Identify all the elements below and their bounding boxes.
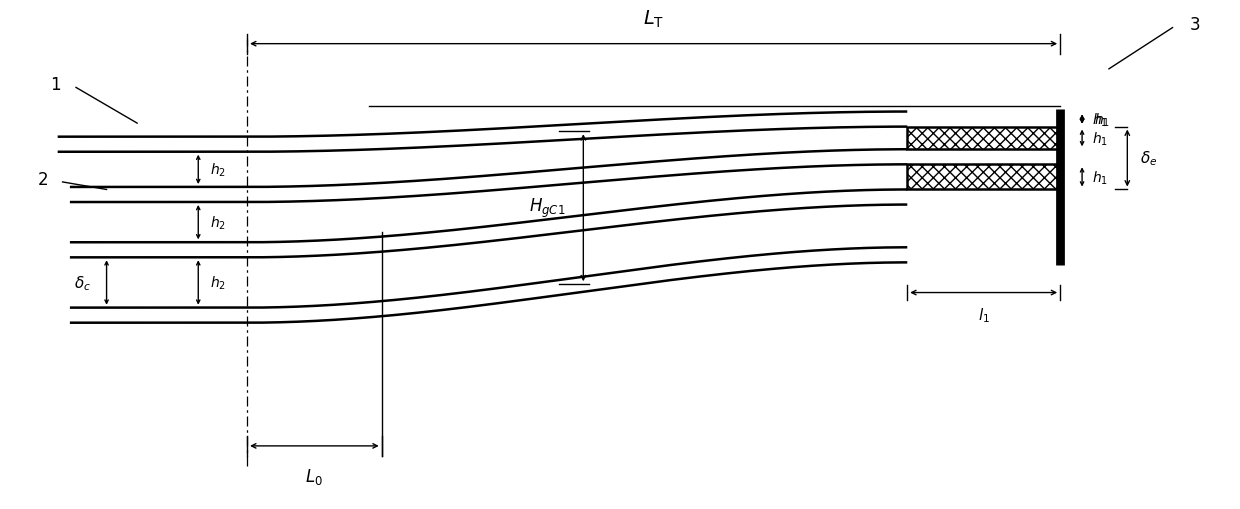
Text: $h_2$: $h_2$ [211,214,227,232]
Text: $l_1$: $l_1$ [977,305,990,324]
Text: $\delta_e$: $\delta_e$ [1140,150,1157,168]
Text: $H_{gC1}$: $H_{gC1}$ [528,197,565,220]
Text: $h_1$: $h_1$ [1095,111,1110,129]
Text: $h_1$: $h_1$ [1092,111,1107,129]
Text: $h_1$: $h_1$ [1092,130,1107,147]
Bar [908,127,1060,150]
Text: 3: 3 [1189,15,1200,34]
Text: $L_0$: $L_0$ [305,466,324,486]
Bar [908,165,1060,190]
Text: $h_2$: $h_2$ [211,161,227,179]
Text: 2: 2 [37,171,48,189]
Text: 1: 1 [50,76,61,94]
Text: $\delta_c$: $\delta_c$ [73,274,91,292]
Text: $L_\mathrm{T}$: $L_\mathrm{T}$ [644,8,665,30]
Text: $h_1$: $h_1$ [1092,169,1107,186]
Text: $h_2$: $h_2$ [211,274,227,292]
